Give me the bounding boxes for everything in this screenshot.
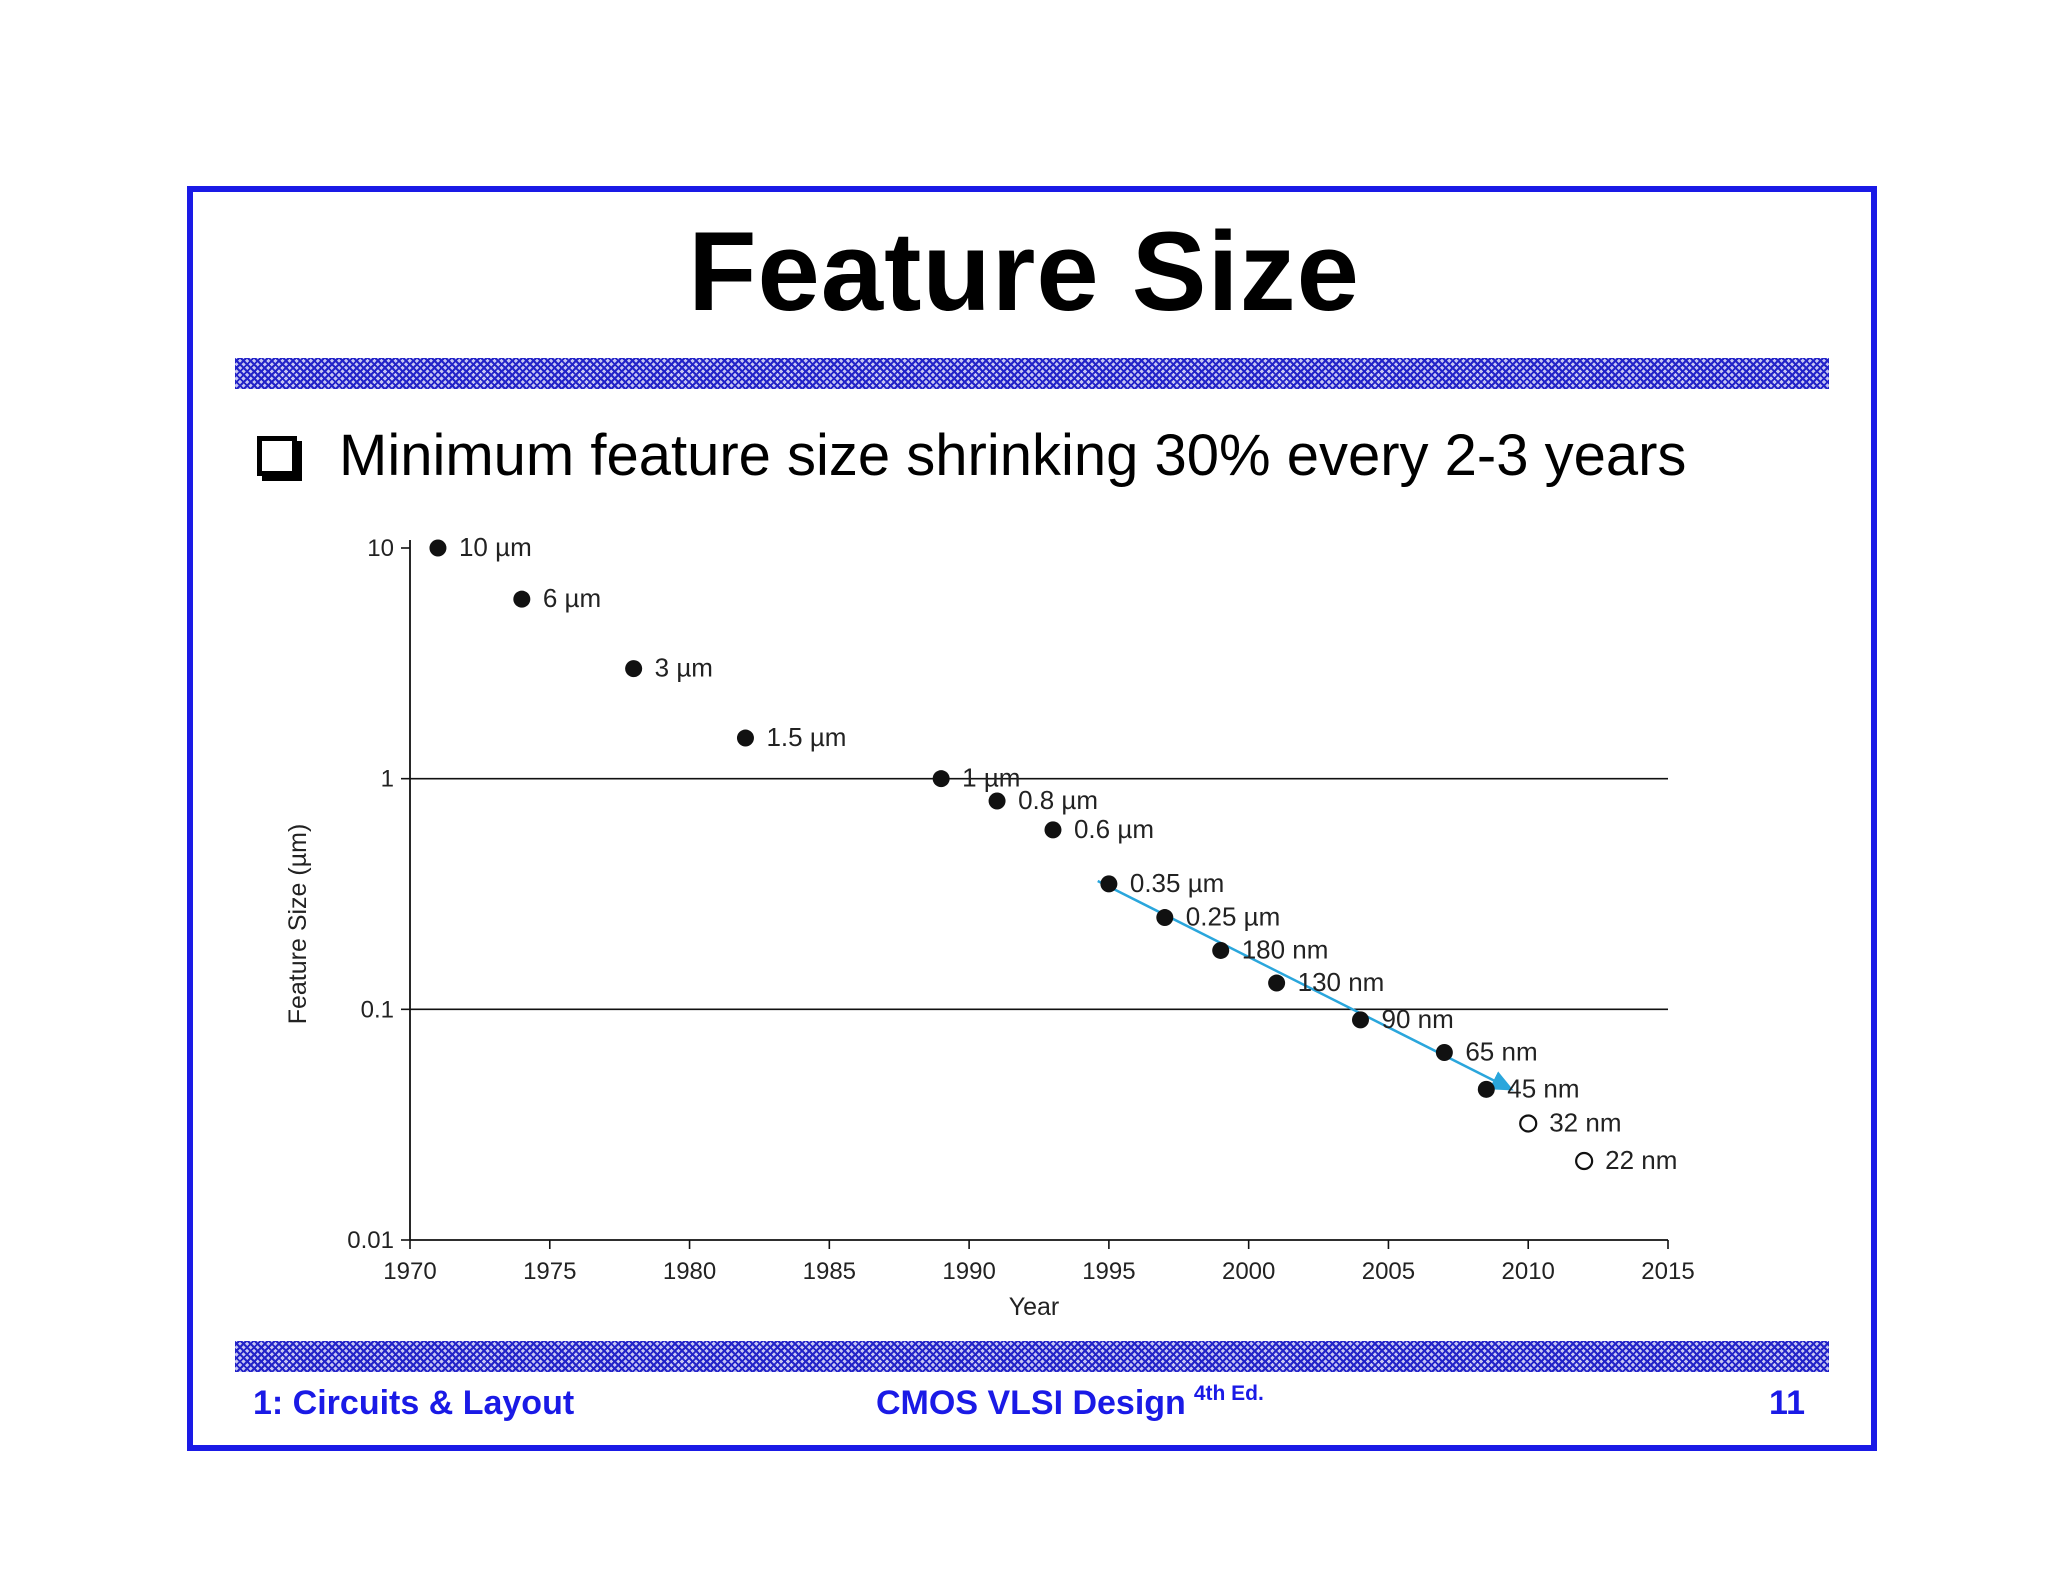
x-tick-label: 1995: [1082, 1258, 1135, 1285]
y-tick-label: 0.1: [361, 996, 394, 1023]
data-point: [1156, 909, 1174, 927]
slide-title: Feature Size: [688, 209, 1360, 334]
data-point: [1435, 1043, 1453, 1061]
footer-divider-band: [235, 1341, 1829, 1372]
y-tick-label: 10: [367, 535, 394, 562]
data-point-label: 6 µm: [543, 583, 601, 613]
data-point: [625, 660, 643, 678]
data-point-label: 90 nm: [1381, 1004, 1453, 1034]
data-point-label: 0.25 µm: [1186, 902, 1280, 932]
data-point: [1268, 974, 1286, 992]
data-point: [429, 539, 447, 557]
slide-frame: [187, 186, 1877, 1451]
checkbox-icon: [257, 436, 297, 476]
data-point-label: 1.5 µm: [766, 722, 846, 752]
title-divider-band: [235, 358, 1829, 389]
x-tick-label: 1980: [663, 1258, 716, 1285]
x-tick-label: 2005: [1362, 1258, 1415, 1285]
footer-chapter: 1: Circuits & Layout: [253, 1384, 575, 1422]
data-point: [736, 729, 754, 747]
x-tick-label: 1985: [803, 1258, 856, 1285]
x-tick-label: 2000: [1222, 1258, 1275, 1285]
page-number: 11: [1769, 1384, 1805, 1422]
footer-book-name: CMOS VLSI Design: [876, 1384, 1186, 1422]
data-point-label: 32 nm: [1549, 1107, 1621, 1137]
data-point-label: 0.8 µm: [1018, 785, 1098, 815]
data-point-label: 0.6 µm: [1074, 814, 1154, 844]
data-point-label: 130 nm: [1298, 967, 1385, 997]
data-point: [1044, 821, 1062, 839]
data-point-label: 10 µm: [459, 532, 532, 562]
footer-book-title: CMOS VLSI Design 4th Ed.: [876, 1382, 1264, 1423]
y-tick-label: 0.01: [347, 1227, 394, 1254]
x-axis-title: Year: [1009, 1293, 1060, 1321]
data-point-label: 22 nm: [1605, 1145, 1677, 1175]
data-point-label: 65 nm: [1465, 1036, 1537, 1066]
y-axis-title: Feature Size (µm): [284, 824, 312, 1025]
data-point-label: 0.35 µm: [1130, 868, 1224, 898]
data-point-label: 3 µm: [655, 653, 713, 683]
data-point: [1351, 1011, 1369, 1029]
feature-size-chart: 10 1 0.1 0.01 1970 1975 1980 1985 1990 1995 2000 20…: [284, 532, 1695, 1321]
x-tick-label: 2010: [1502, 1258, 1555, 1285]
data-point-projected: [1519, 1114, 1538, 1133]
data-point-label: 180 nm: [1242, 934, 1329, 964]
x-tick-label: 1990: [942, 1258, 995, 1285]
data-point-label: 45 nm: [1507, 1073, 1579, 1103]
bullet-text: Minimum feature size shrinking 30% every…: [339, 422, 1687, 488]
footer-edition: 4th Ed.: [1193, 1382, 1264, 1405]
data-point-projected: [1575, 1151, 1594, 1171]
x-tick-label: 1975: [523, 1258, 576, 1285]
data-point-label: 1 µm: [962, 763, 1020, 793]
data-point: [513, 590, 531, 608]
y-tick-label: 1: [381, 766, 394, 793]
bullet-item: Minimum feature size shrinking 30% every…: [257, 420, 1686, 490]
x-tick-label: 1970: [383, 1258, 436, 1285]
data-point: [1100, 875, 1118, 893]
x-tick-label: 2015: [1641, 1258, 1694, 1285]
data-point: [988, 792, 1006, 810]
data-point: [1212, 941, 1230, 959]
data-point: [932, 770, 950, 788]
data-point: [1477, 1080, 1495, 1098]
